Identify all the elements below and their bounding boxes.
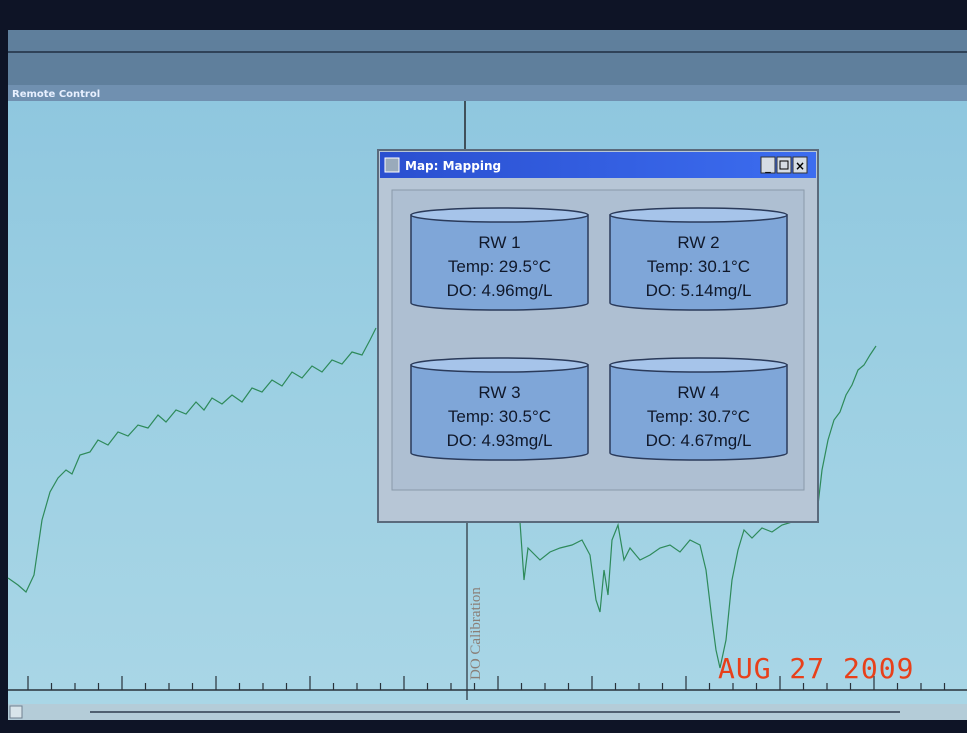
tank-temp: Temp: 30.1°C — [647, 257, 750, 276]
annotation: DO Calibration — [468, 587, 484, 680]
tank-top — [411, 208, 588, 222]
minimize-icon: _ — [764, 160, 771, 173]
tank-do: DO: 4.67mg/L — [646, 431, 752, 450]
close-icon: × — [795, 159, 805, 173]
tank-do: DO: 4.93mg/L — [447, 431, 553, 450]
window-titlebar — [8, 85, 967, 101]
tank-name: RW 3 — [478, 383, 520, 402]
tank-do: DO: 4.96mg/L — [447, 281, 553, 300]
toolbar-area — [8, 30, 967, 85]
maximize-button[interactable] — [777, 157, 791, 173]
tank[interactable]: RW 2 Temp: 30.1°C DO: 5.14mg/L — [610, 208, 787, 310]
scroll-left[interactable] — [10, 706, 22, 718]
screen: Remote Control DO Calibration AUG 27 200… — [0, 0, 967, 733]
tank-top — [610, 358, 787, 372]
window-title: Remote Control — [12, 89, 100, 100]
dialog-icon — [385, 158, 399, 172]
date-stamp: AUG 27 2009 — [718, 652, 914, 685]
tank[interactable]: RW 1 Temp: 29.5°C DO: 4.96mg/L — [411, 208, 588, 310]
tank-temp: Temp: 30.5°C — [448, 407, 551, 426]
dialog-title: Map: Mapping — [405, 159, 501, 173]
page: Remote Control DO Calibration AUG 27 200… — [0, 0, 967, 733]
dialog: Map: Mapping _ × RW 1 Temp: 29.5°C DO: 4.9… — [378, 150, 818, 522]
tank-temp: Temp: 30.7°C — [647, 407, 750, 426]
tank[interactable]: RW 4 Temp: 30.7°C DO: 4.67mg/L — [610, 358, 787, 460]
tank-do: DO: 5.14mg/L — [646, 281, 752, 300]
tank-name: RW 2 — [677, 233, 719, 252]
tank-name: RW 4 — [677, 383, 719, 402]
tank[interactable]: RW 3 Temp: 30.5°C DO: 4.93mg/L — [411, 358, 588, 460]
tank-name: RW 1 — [478, 233, 520, 252]
tank-temp: Temp: 29.5°C — [448, 257, 551, 276]
tank-top — [610, 208, 787, 222]
tank-top — [411, 358, 588, 372]
